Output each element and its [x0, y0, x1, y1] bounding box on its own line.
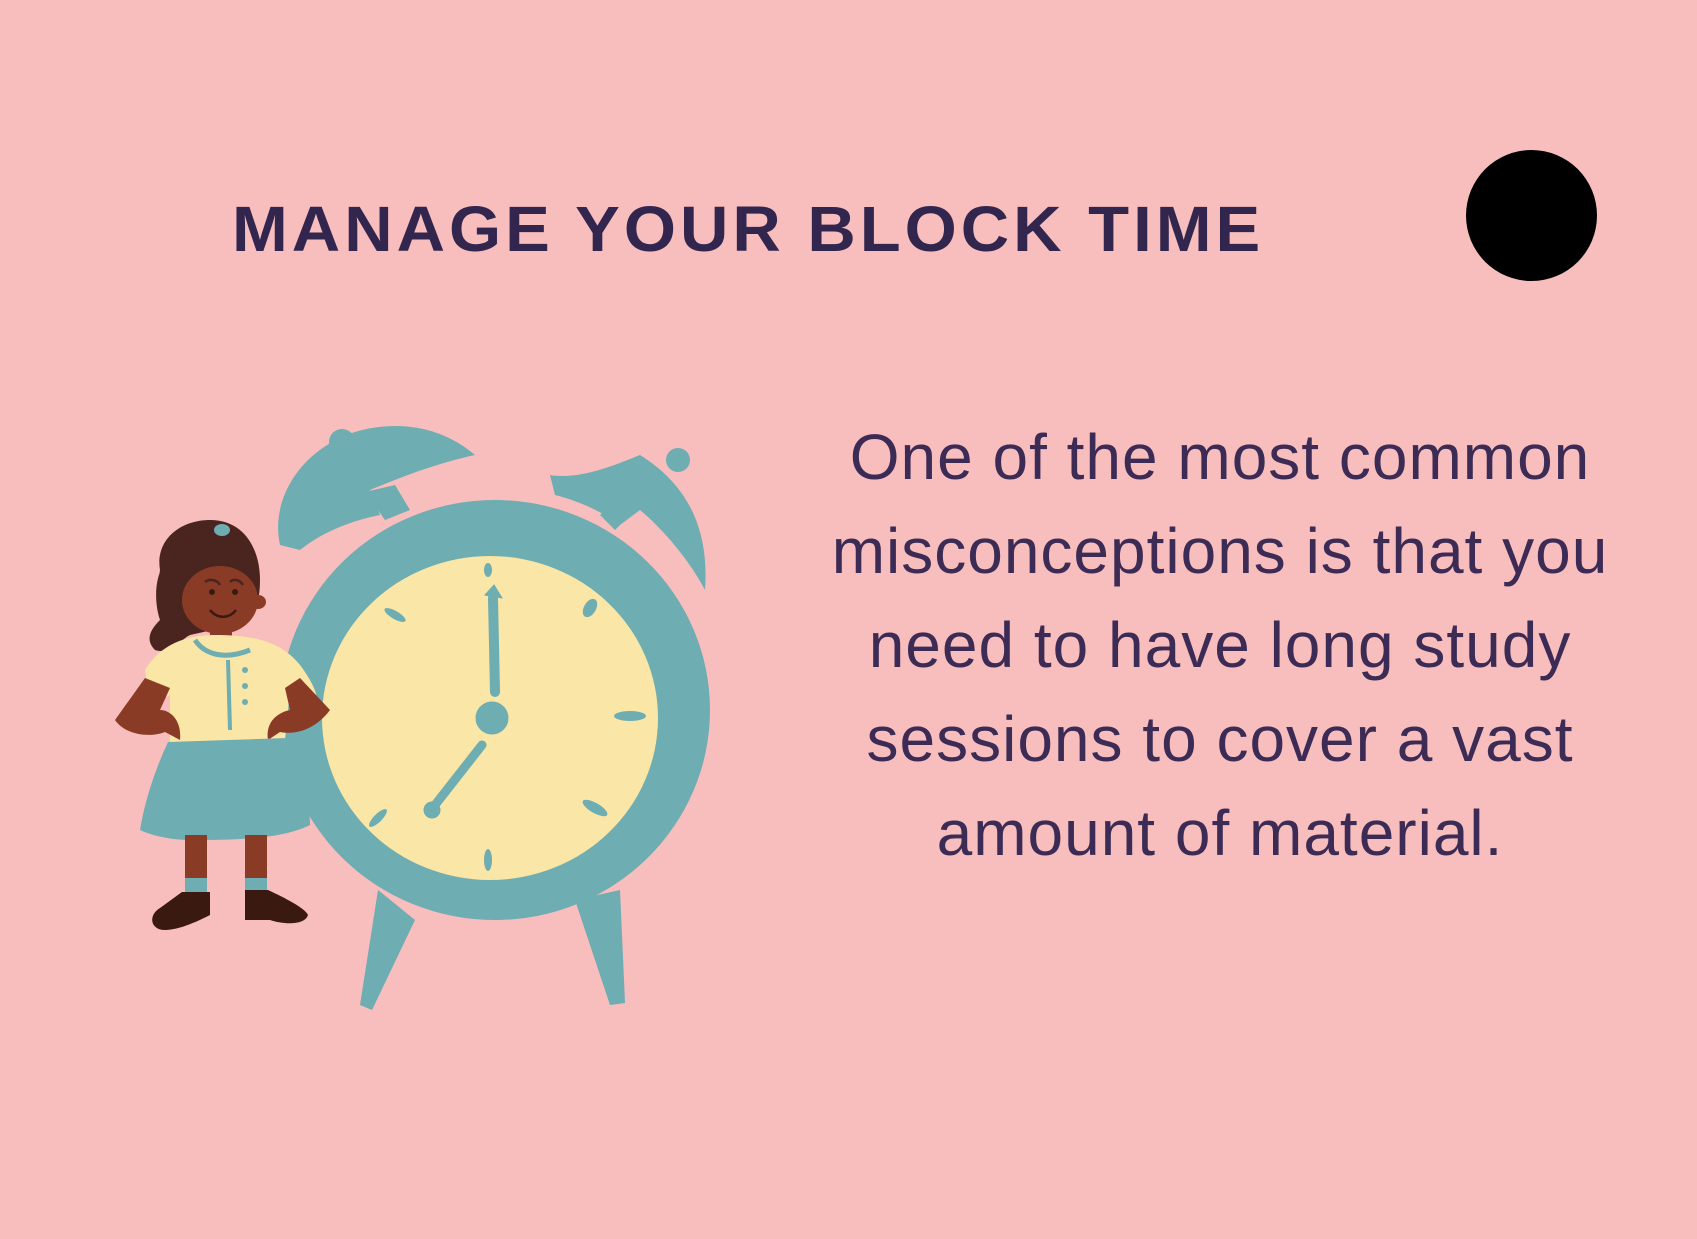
alarm-clock-illustration [115, 425, 710, 1010]
clock-ticks [369, 563, 646, 871]
slide-title: MANAGE YOUR BLOCK TIME [232, 193, 1265, 266]
girl-illustration [115, 520, 330, 930]
body-text: One of the most common misconceptions is… [831, 421, 1609, 869]
clock-legs [360, 890, 625, 1010]
black-dot [1466, 150, 1597, 281]
clock-bells [278, 425, 706, 590]
clock-hands [423, 584, 509, 819]
